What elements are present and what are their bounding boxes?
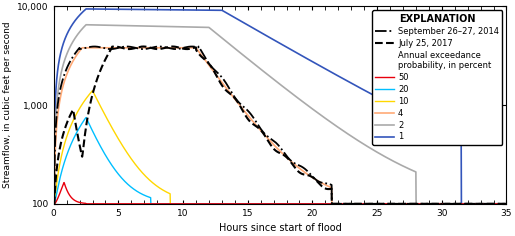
Y-axis label: Streamflow, in cubic feet per second: Streamflow, in cubic feet per second [3, 22, 12, 188]
X-axis label: Hours since start of flood: Hours since start of flood [219, 223, 341, 233]
Legend: September 26–27, 2014, July 25, 2017, Annual exceedance
probability, in percent,: September 26–27, 2014, July 25, 2017, An… [372, 10, 502, 145]
